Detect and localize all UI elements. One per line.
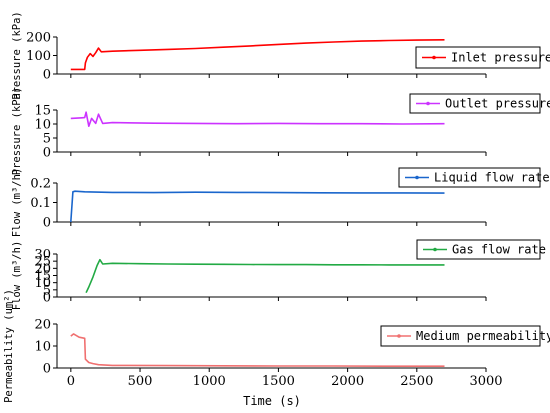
y-tick-label: 25: [34, 255, 51, 270]
legend-box: [380, 325, 541, 347]
series-line: [85, 258, 445, 294]
y-axis-title: Flow (m³/h): [11, 168, 23, 238]
legend-label: Inlet pressure: [451, 51, 550, 65]
x-axis-title: Time (s): [243, 394, 301, 408]
x-tick-label: 1500: [262, 374, 295, 389]
x-tick-label: 2000: [331, 374, 364, 389]
panel-5: 0 10 20 Permeability (um²) Medium permeabili…: [3, 289, 550, 403]
series-line: [70, 111, 445, 127]
legend-label: Liquid flow rate: [434, 171, 550, 185]
y-tick-label: 20: [34, 318, 51, 333]
x-tick-label: 0: [67, 374, 75, 389]
y-tick-label: 0: [43, 216, 51, 231]
y-tick-label: 15: [34, 269, 51, 284]
y-tick-label: 20: [34, 262, 51, 277]
x-tick-label: 3000: [469, 374, 502, 389]
legend-marker: [426, 101, 430, 106]
y-tick-label: 200: [26, 31, 51, 46]
panel-3: 0 0.1 0.2 Flow (m³/h) Liquid flow rate: [11, 167, 550, 238]
y-tick-label: 100: [26, 49, 51, 64]
y-tick-label: 10: [34, 340, 51, 355]
y-axis-title: Pressure (kPa): [11, 87, 23, 176]
y-tick-label: 0: [43, 362, 51, 377]
legend-box: [416, 239, 541, 260]
legend-box: [415, 46, 541, 69]
y-tick-label: 30: [34, 248, 51, 263]
legend-marker: [433, 247, 437, 252]
legend-marker: [397, 334, 401, 338]
y-axis-title: Pressure (kPa): [11, 11, 23, 100]
legend-marker: [415, 175, 419, 180]
legend-box: [398, 167, 541, 188]
y-axis-title: Flow (m³/h): [11, 241, 23, 311]
y-tick-label: 0: [43, 291, 51, 306]
x-tick-label: 500: [128, 374, 153, 389]
y-tick-label: 0.2: [30, 177, 51, 192]
legend-label: Gas flow rate: [452, 243, 546, 257]
legend-label: Medium permeability: [416, 329, 550, 343]
y-tick-label: 0: [43, 146, 51, 161]
y-tick-label: 0: [43, 68, 51, 83]
series-line: [70, 333, 445, 368]
legend-label: Outlet pressure: [445, 97, 550, 111]
series-line: [70, 39, 445, 71]
y-tick-label: 10: [34, 276, 51, 291]
y-tick-label: 15: [34, 104, 51, 119]
y-tick-label: 10: [34, 118, 51, 133]
legend-box: [409, 93, 541, 114]
y-tick-label: 5: [43, 132, 51, 147]
y-tick-label: 0.1: [30, 196, 51, 211]
y-axis-title: Permeability (um²): [3, 289, 15, 403]
series-line: [70, 190, 445, 223]
x-tick-label: 1000: [193, 374, 226, 389]
y-tick-label: 5: [43, 283, 51, 298]
x-tick-label: 2500: [400, 374, 433, 389]
legend-marker: [432, 55, 436, 60]
